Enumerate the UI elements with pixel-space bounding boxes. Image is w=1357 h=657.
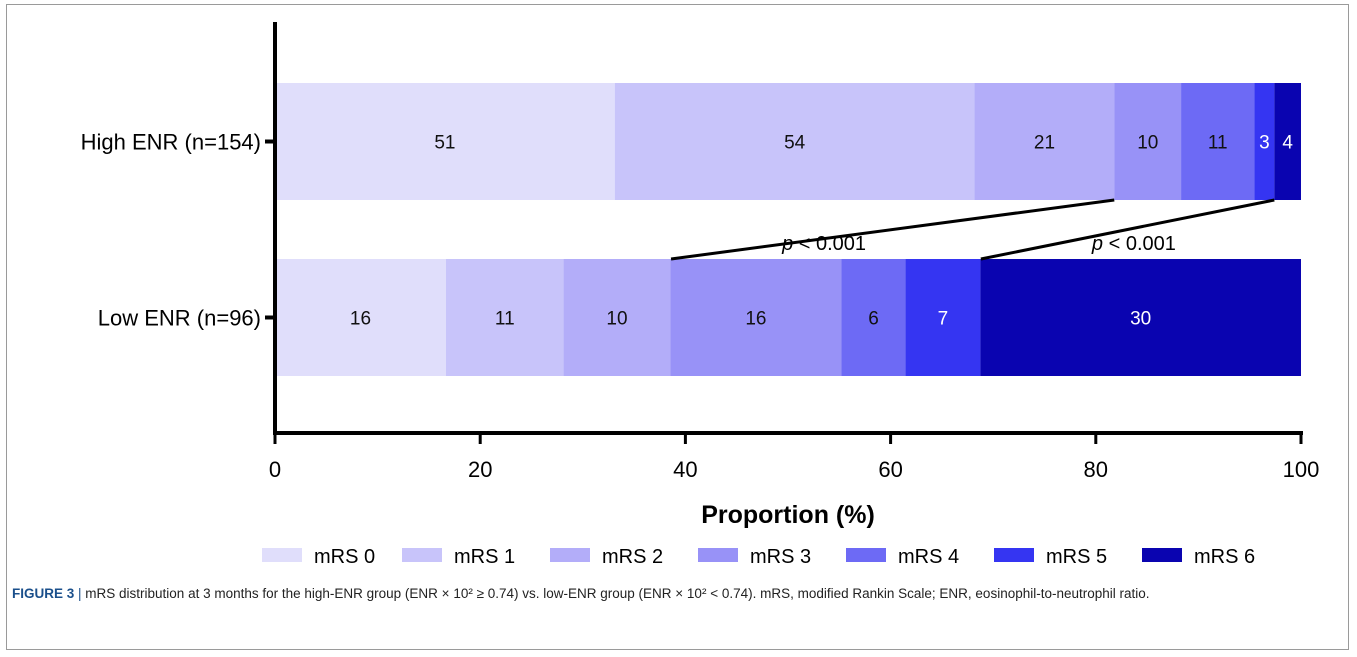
data-label: 4 xyxy=(1282,133,1293,154)
data-label: 10 xyxy=(606,309,627,330)
bar-segment-high-mrs2 xyxy=(974,83,1115,200)
legend-swatch xyxy=(994,548,1034,562)
legend-swatch xyxy=(698,548,738,562)
data-label: 30 xyxy=(1130,309,1151,330)
data-label: 16 xyxy=(350,309,371,330)
bar-segment-high-mrs0 xyxy=(275,83,615,200)
bar-segment-low-mrs4 xyxy=(841,259,906,376)
y-tick-label: Low ENR (n=96) xyxy=(98,306,261,331)
legend-swatch xyxy=(846,548,886,562)
legend-swatch xyxy=(402,548,442,562)
legend-label: mRS 0 xyxy=(314,546,375,568)
legend-label: mRS 4 xyxy=(898,546,959,568)
figure-caption: FIGURE 3 | mRS distribution at 3 months … xyxy=(12,584,1332,604)
legend-label: mRS 2 xyxy=(602,546,663,568)
data-label: 11 xyxy=(495,309,515,330)
y-tick-label: High ENR (n=154) xyxy=(81,130,261,155)
x-tick-label: 80 xyxy=(1084,457,1108,482)
legend-label: mRS 6 xyxy=(1194,546,1255,568)
caption-label: FIGURE 3 xyxy=(12,586,75,601)
caption-text: mRS distribution at 3 months for the hig… xyxy=(85,586,1150,601)
data-label: 54 xyxy=(784,133,806,154)
bar-segment-high-mrs1 xyxy=(614,83,975,200)
x-tick-label: 0 xyxy=(269,457,281,482)
significance-line xyxy=(980,198,1275,261)
bar-segment-high-mrs4 xyxy=(1181,83,1255,200)
data-label: 16 xyxy=(745,309,766,330)
bar-segment-low-mrs0 xyxy=(275,259,446,376)
bar-segment-high-mrs6 xyxy=(1274,83,1301,200)
legend-label: mRS 1 xyxy=(454,546,515,568)
significance-annotation: p < 0.001 xyxy=(781,233,866,255)
bar-segment-high-mrs3 xyxy=(1114,83,1182,200)
x-tick-label: 40 xyxy=(673,457,697,482)
bar-segment-high-mrs5 xyxy=(1254,83,1275,200)
bar-segment-low-mrs2 xyxy=(563,259,671,376)
data-label: 11 xyxy=(1208,133,1228,154)
legend-swatch xyxy=(550,548,590,562)
legend-label: mRS 3 xyxy=(750,546,811,568)
x-axis-title: Proportion (%) xyxy=(701,501,875,529)
bar-segment-low-mrs1 xyxy=(446,259,564,376)
x-tick-label: 100 xyxy=(1283,457,1320,482)
data-label: 10 xyxy=(1137,133,1158,154)
bar-segment-low-mrs6 xyxy=(980,259,1301,376)
significance-annotation: p < 0.001 xyxy=(1091,233,1176,255)
data-label: 3 xyxy=(1259,133,1270,154)
legend-swatch xyxy=(262,548,302,562)
caption-separator: | xyxy=(74,586,86,601)
legend-swatch xyxy=(1142,548,1182,562)
legend-label: mRS 5 xyxy=(1046,546,1107,568)
data-label: 51 xyxy=(434,133,455,154)
stacked-bar-chart: 51 54 21 10 11 3 4 16 11 10 16 6 7 30 High ENR (n=154)… xyxy=(81,22,1320,568)
significance-line xyxy=(670,198,1115,261)
data-label: 6 xyxy=(868,309,879,330)
data-label: 7 xyxy=(938,309,949,330)
x-tick-label: 60 xyxy=(878,457,902,482)
bar-segment-low-mrs5 xyxy=(905,259,981,376)
data-label: 21 xyxy=(1034,133,1055,154)
x-tick-label: 20 xyxy=(468,457,492,482)
figure-frame xyxy=(6,4,1349,650)
bar-segment-low-mrs3 xyxy=(670,259,842,376)
